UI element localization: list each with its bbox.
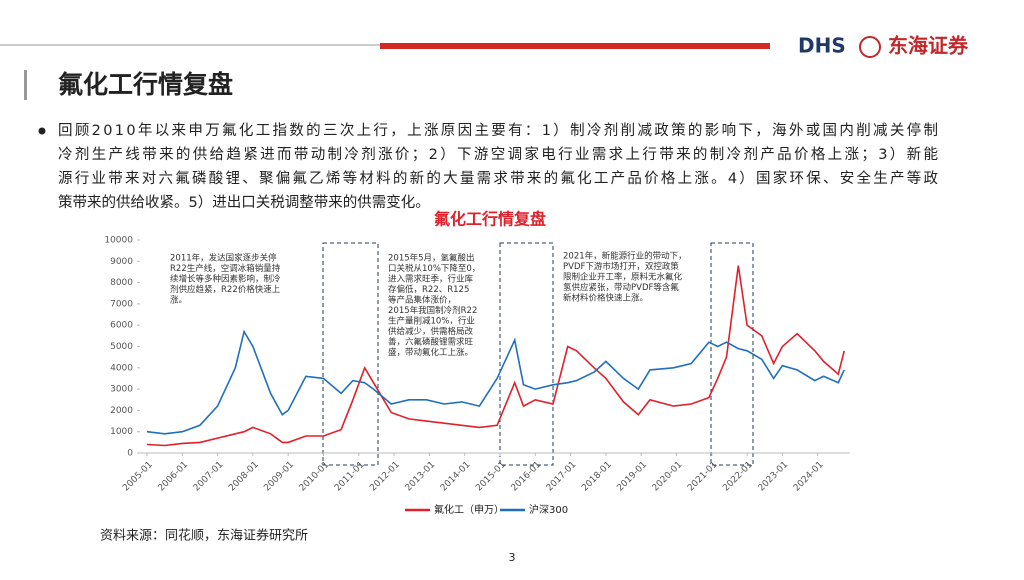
chart-title: 氟化工行情复盘 [434,210,546,229]
annotation: 等产品集体涨价， [388,295,456,306]
x-tick-label: 2023-01 [757,460,791,494]
y-tick-label: 3000 [110,385,133,395]
annotation: 口关税从10%下降至0， [388,263,480,274]
x-tick-label: 2014-01 [439,460,473,494]
annotation: PVDF下游市场打开，双控政策 [563,261,679,272]
bullet-text: 源行业带来对六氟磷酸锂、聚偏氟乙烯等材料的新的大量需求带来的氟化工产品价格上涨。… [58,169,938,187]
x-tick-label: 2015-01 [474,460,508,494]
x-tick-label: 2018-01 [580,460,614,494]
annotation: 进入需求旺季，行业库 [388,274,474,285]
annotation: 善，六氟磷酸锂需求旺 [388,337,474,348]
y-tick-label: 10000 [104,236,133,246]
legend-label: 沪深300 [529,503,568,516]
annotation: 2021年，新能源行业的带动下， [563,251,687,262]
bullet [38,127,46,135]
y-tick-label: 9000 [110,257,133,267]
bullet-text: 冷剂生产线带来的供给趋紧进而带动制冷剂涨价；2）下游空调家电行业需求上行带来的制… [58,146,938,163]
x-tick-label: 2017-01 [545,460,579,494]
y-tick-label: 5000 [110,342,133,352]
x-tick-label: 2010-01 [298,460,332,494]
y-tick-label: 8000 [110,278,133,288]
annotation: 限制企业开工率，原料无水氟化 [563,272,683,283]
highlight-box [710,242,754,466]
page-number: 3 [509,551,516,564]
bullet-text: 策带来的供给收紧。5）进出口关税调整带来的供需变化。 [58,194,430,211]
x-tick-label: 2013-01 [404,460,438,494]
y-tick-label: 0 [127,449,133,459]
y-tick-label: 7000 [110,299,133,309]
title-mark [24,70,27,100]
annotation: 新材料价格快速上涨。 [563,293,648,304]
annotation: 续增长等多种因素影响，制冷 [170,274,281,285]
annotation: 2015年5月，氢氟酸出 [388,253,475,264]
logo-en: DHS [798,34,846,58]
annotation: 涨。 [170,295,187,306]
y-tick-label: 1000 [110,427,133,437]
logo-icon [859,36,881,58]
x-tick-label: 2009-01 [262,460,296,494]
highlight-box [499,242,554,466]
x-tick-label: 2020-01 [651,460,685,494]
x-tick-label: 2007-01 [192,460,226,494]
annotation: R22生产线，空调冰箱销量持 [170,263,281,274]
y-tick-label: 4000 [110,363,133,373]
annotation: 供给减少，供需格局改 [388,326,474,337]
annotation: 2015年我国制冷剂R22 [388,305,477,316]
annotation: 生产量削减10%，行业 [388,316,475,327]
legend-label: 氟化工（申万） [434,503,504,516]
series-line [146,265,845,447]
highlight-box [322,242,379,466]
annotation: 盛，带动氟化工上涨。 [388,347,473,358]
annotation: 剂供应趋紧，R22价格快速上 [170,284,281,295]
y-tick-label: 2000 [110,406,133,416]
x-tick-label: 2005-01 [121,460,155,494]
y-tick-label: 6000 [110,321,133,331]
x-tick-label: 2019-01 [615,460,649,494]
header-rule [0,44,380,46]
x-tick-label: 2024-01 [792,460,826,494]
source: 资料来源：同花顺，东海证券研究所 [100,528,308,544]
annotation: 存偏低，R22、R125 [388,284,469,295]
logo-cn: 东海证券 [888,34,969,58]
bullet-text: 回顾2010年以来申万氟化工指数的三次上行，上涨原因主要有：1）制冷剂削减政策的… [58,122,938,139]
x-tick-label: 2006-01 [157,460,191,494]
x-tick-label: 2021-01 [686,460,720,494]
header-bar [380,43,770,49]
annotation: 氢供应紧张，带动PVDF等含氟 [563,282,679,293]
x-tick-label: 2008-01 [227,460,261,494]
slide-title: 氟化工行情复盘 [58,70,233,99]
annotation: 2011年，发达国家逐步关停 [170,253,277,264]
series-line [146,329,845,435]
